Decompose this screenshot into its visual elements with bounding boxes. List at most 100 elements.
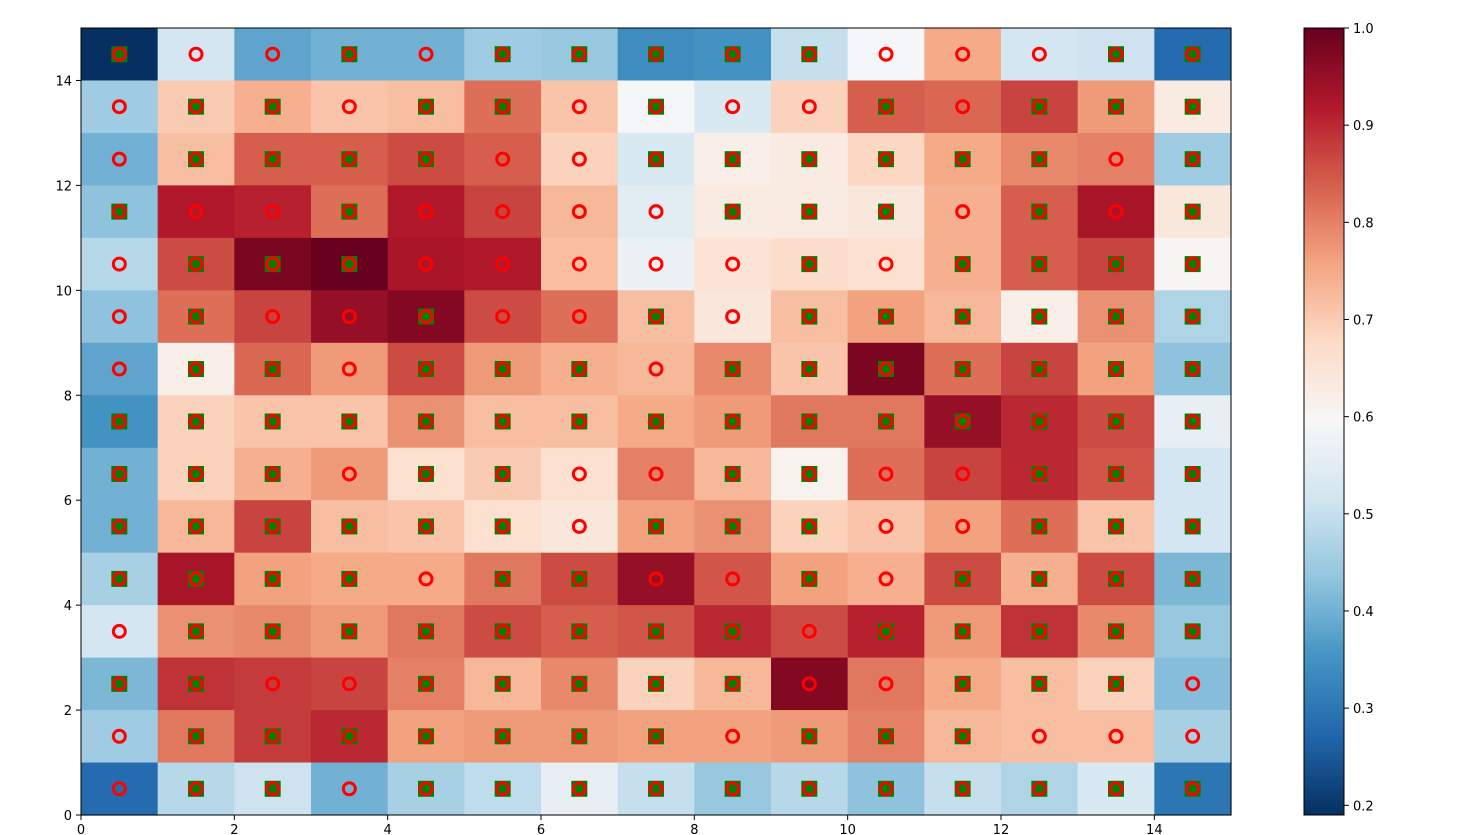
red-circle-marker [878, 204, 894, 220]
red-circle-marker [1185, 571, 1201, 587]
red-circle-marker [495, 518, 511, 534]
red-circle-marker [1108, 256, 1124, 272]
heatmap-cell [1001, 710, 1079, 764]
heatmap-cell [694, 80, 772, 134]
heatmap-cell [924, 28, 1002, 82]
heatmap-cell [157, 28, 235, 82]
heatmap-cell [617, 185, 695, 239]
y-tick-label: 4 [64, 599, 72, 614]
heatmap-cell [1077, 710, 1155, 764]
red-circle-marker [955, 46, 971, 62]
heatmap-cell [311, 290, 389, 344]
colorbar-tick-label: 0.2 [1353, 799, 1374, 814]
red-circle-marker [878, 623, 894, 639]
heatmap-cell [387, 552, 465, 606]
red-circle-marker [188, 99, 204, 115]
red-circle-marker [341, 728, 357, 744]
red-circle-marker [188, 204, 204, 220]
red-circle-marker [1108, 151, 1124, 167]
red-circle-marker [878, 728, 894, 744]
x-tick-label: 12 [993, 823, 1010, 835]
red-circle-marker [725, 518, 741, 534]
red-circle-marker [1108, 99, 1124, 115]
red-circle-marker [111, 518, 127, 534]
red-circle-marker [1185, 676, 1201, 692]
y-tick-label: 12 [55, 179, 72, 194]
red-circle-marker [878, 414, 894, 429]
heatmap-cell [847, 237, 925, 291]
heatmap-cell [387, 237, 465, 291]
red-circle-marker [1185, 781, 1201, 797]
red-circle-marker [1185, 728, 1201, 744]
red-circle-marker [418, 676, 434, 692]
y-tick-label: 14 [55, 74, 72, 89]
x-tick-label: 0 [77, 823, 85, 835]
heatmap-cell [81, 290, 159, 344]
x-tick-label: 8 [690, 823, 698, 835]
red-circle-marker [188, 781, 204, 797]
red-circle-marker [725, 414, 741, 429]
red-circle-marker [1031, 571, 1047, 587]
red-circle-marker [111, 571, 127, 587]
red-circle-marker [571, 204, 587, 220]
red-circle-marker [265, 361, 281, 377]
red-circle-marker [495, 204, 511, 220]
plot-frame [80, 27, 1232, 816]
heatmap-cell [924, 500, 1002, 554]
red-circle-marker [955, 99, 971, 115]
red-circle-marker [341, 571, 357, 587]
red-circle-marker [188, 361, 204, 377]
heatmap-cell [541, 290, 619, 344]
red-circle-marker [571, 256, 587, 272]
red-circle-marker [111, 99, 127, 115]
heatmap-cell [924, 80, 1002, 134]
heatmap-cell [694, 710, 772, 764]
heatmap-cell [1077, 132, 1155, 186]
red-circle-marker [725, 46, 741, 62]
red-circle-marker [1185, 414, 1201, 429]
heatmap-cell [81, 237, 159, 291]
red-circle-marker [1108, 46, 1124, 62]
heatmap-cell [311, 762, 389, 816]
red-circle-marker [341, 676, 357, 692]
red-circle-marker [571, 99, 587, 115]
red-circle-marker [801, 151, 817, 167]
red-circle-marker [955, 623, 971, 639]
red-circle-marker [878, 466, 894, 482]
heatmap-cell [771, 657, 849, 711]
red-circle-marker [571, 571, 587, 587]
heatmap-cell [541, 500, 619, 554]
red-circle-marker [188, 414, 204, 429]
red-circle-marker [725, 309, 741, 325]
red-circle-marker [495, 728, 511, 744]
red-circle-marker [495, 781, 511, 797]
heatmap-cell [157, 185, 235, 239]
red-circle-marker [1108, 676, 1124, 692]
red-circle-marker [418, 728, 434, 744]
red-circle-marker [418, 414, 434, 429]
red-circle-marker [571, 781, 587, 797]
red-circle-marker [878, 571, 894, 587]
red-circle-marker [495, 46, 511, 62]
red-circle-marker [1108, 466, 1124, 482]
red-circle-marker [341, 99, 357, 115]
heatmap-cell [924, 447, 1002, 501]
red-circle-marker [265, 781, 281, 797]
red-circle-marker [1185, 466, 1201, 482]
red-circle-marker [111, 46, 127, 62]
red-circle-marker [801, 361, 817, 377]
red-circle-marker [111, 781, 127, 797]
red-circle-marker [111, 414, 127, 429]
red-circle-marker [111, 256, 127, 272]
red-circle-marker [418, 309, 434, 325]
red-circle-marker [495, 361, 511, 377]
red-circle-marker [648, 728, 664, 744]
red-circle-marker [111, 466, 127, 482]
heatmap-cell [924, 185, 1002, 239]
red-circle-marker [725, 151, 741, 167]
red-circle-marker [1031, 466, 1047, 482]
red-circle-marker [878, 781, 894, 797]
red-circle-marker [265, 46, 281, 62]
colorbar [1303, 27, 1345, 816]
